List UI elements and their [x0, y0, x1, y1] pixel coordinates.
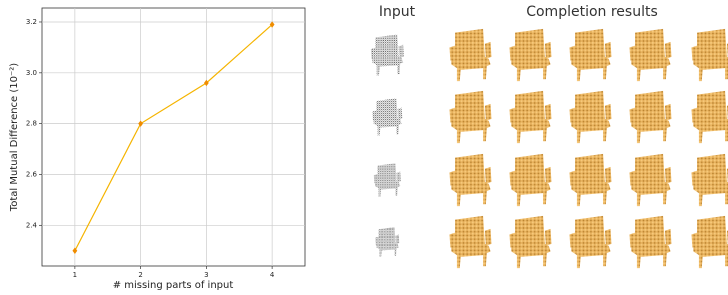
y-tick-label: 3.2	[26, 18, 37, 26]
series-line	[75, 25, 272, 251]
completed-point-cloud	[691, 29, 728, 81]
y-axis-label: Total Mutual Difference (10⁻²)	[9, 63, 20, 212]
completed-point-cloud	[629, 154, 671, 206]
completed-point-cloud	[449, 154, 491, 206]
completed-point-cloud	[629, 216, 671, 268]
completed-point-cloud	[449, 216, 491, 268]
completed-point-cloud	[509, 216, 551, 268]
completed-point-cloud	[629, 91, 671, 143]
point-cloud-grid	[371, 29, 728, 268]
plot-frame	[42, 8, 305, 266]
completed-point-cloud	[691, 91, 728, 143]
x-tick-label: 1	[73, 271, 77, 279]
completed-point-cloud	[569, 29, 611, 81]
results-header: Completion results	[526, 4, 658, 20]
x-axis-label: # missing parts of input	[113, 280, 234, 291]
completed-point-cloud	[449, 91, 491, 143]
completed-point-cloud	[449, 29, 491, 81]
input-header: Input	[379, 4, 416, 20]
input-point-cloud	[375, 227, 399, 257]
input-point-cloud	[371, 34, 404, 75]
completed-point-cloud	[509, 154, 551, 206]
completed-point-cloud	[629, 29, 671, 81]
y-tick-label: 2.8	[26, 120, 37, 128]
x-tick-label: 3	[204, 271, 208, 279]
completed-point-cloud	[569, 91, 611, 143]
completed-point-cloud	[569, 154, 611, 206]
input-point-cloud	[372, 98, 402, 135]
figure: # missing parts of input Total Mutual Di…	[0, 0, 728, 295]
y-tick-label: 2.4	[26, 221, 38, 229]
completed-point-cloud	[509, 29, 551, 81]
completed-point-cloud	[691, 154, 728, 206]
completed-point-cloud	[691, 216, 728, 268]
x-tick-label: 4	[270, 271, 275, 279]
y-tick-label: 2.6	[26, 170, 38, 178]
y-tick-label: 3.0	[26, 69, 37, 77]
completed-point-cloud	[509, 91, 551, 143]
x-tick-label: 2	[138, 271, 142, 279]
completed-point-cloud	[569, 216, 611, 268]
page: # missing parts of input Total Mutual Di…	[0, 0, 728, 295]
input-point-cloud	[374, 163, 401, 197]
